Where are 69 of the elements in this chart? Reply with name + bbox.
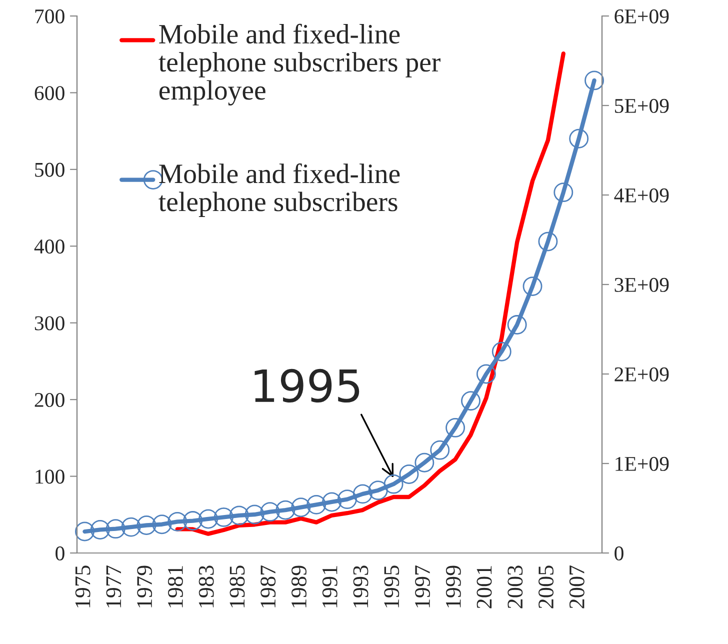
y-tick-label: 100 [36,470,64,484]
point [198,509,218,529]
annotation: 1995 [254,368,360,403]
point [461,391,480,411]
y-tick-label: 0 [56,546,64,560]
point [446,418,466,438]
point [414,452,434,472]
y-tick-label: 300 [34,316,64,330]
point [322,492,342,512]
point [214,507,234,527]
x-tick-label: 1989 [291,566,306,608]
x-tick-label: 1975 [75,566,90,608]
x-tick-label: 1991 [322,566,338,608]
x-tick-label: 2003 [508,566,523,608]
point [584,70,604,90]
point [75,522,94,542]
point [476,364,496,384]
point [121,517,141,537]
point [507,315,527,334]
point [136,516,156,535]
y2-tick-label: 3E+09 [614,278,669,292]
x-tick-label: 2001 [476,566,492,608]
point [368,480,388,500]
point [492,342,512,362]
x-tick-label: 1999 [446,566,461,608]
x-tick-label: 1985 [230,566,245,608]
point [276,500,296,520]
y-tick-label: 400 [34,240,64,254]
point [106,519,126,539]
y2-tick-label: 2E+09 [614,367,669,382]
x-tick-label: 1981 [168,566,183,608]
point [352,484,372,504]
point [152,514,172,534]
point [430,440,450,460]
y2-tick-label: 1E+09 [616,456,669,471]
x-tick-label: 1977 [106,565,122,608]
point [522,276,542,296]
x-tick-label: 2007 [569,565,584,608]
y-tick-label: 500 [35,162,64,177]
point [260,502,280,522]
x-tick-label: 1993 [353,566,368,608]
y-tick-label: 700 [35,9,64,24]
y2-tick-label: 0 [614,546,624,560]
point [384,474,404,494]
y2-tick-label: 6E+09 [614,9,669,24]
point [90,520,110,540]
legend-label: Mobile and fixed-line telephone subscribers [158,163,400,217]
x-tick-label: 2005 [538,566,554,608]
x-tick-label: 1983 [198,566,214,608]
point [229,506,249,526]
point [554,182,574,202]
point [244,504,264,524]
x-tick-label: 1979 [137,566,152,608]
point [338,490,357,510]
y-tick-label: 600 [34,86,64,100]
point [291,498,311,518]
point [569,128,589,148]
point [399,464,419,484]
point [168,512,188,532]
x-tick-label: 1995 [384,566,400,608]
y-tick-label: 200 [34,392,64,408]
x-tick-label: 1987 [260,565,276,608]
point [538,232,558,252]
y2-tick-label: 4E+09 [614,188,669,202]
legend-label: Mobile and fixed-line telephone subscribers per employee [158,24,440,106]
y2-tick-label: 5E+09 [615,98,669,113]
point [183,511,203,531]
x-tick-label: 1997 [415,565,430,608]
point [306,494,326,514]
